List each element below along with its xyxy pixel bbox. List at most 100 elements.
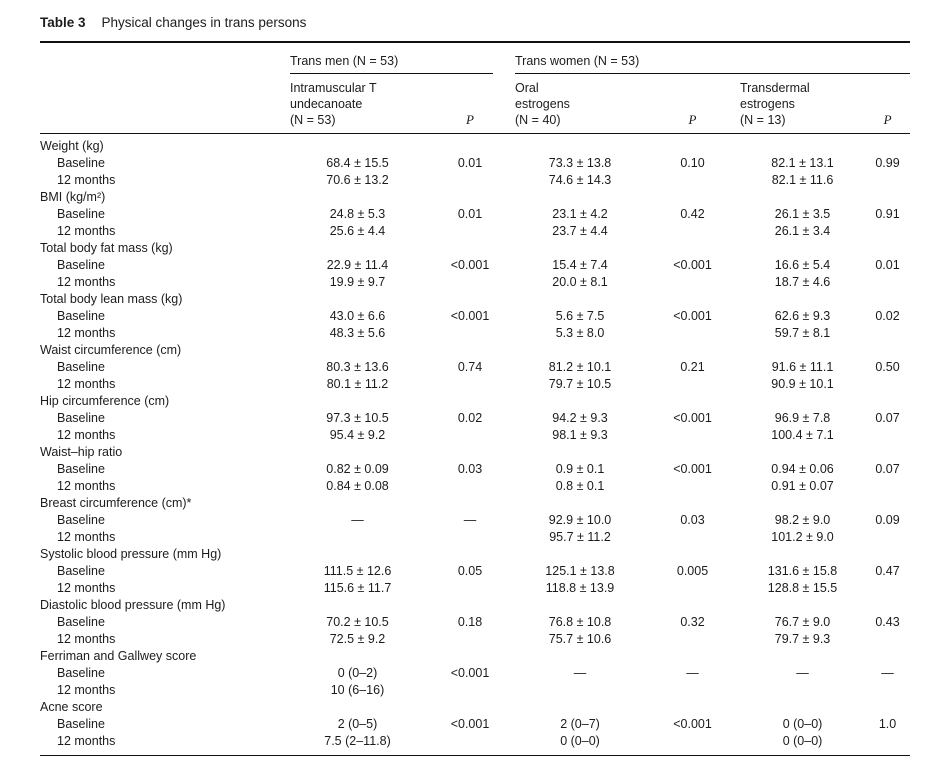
p-value-cell bbox=[645, 223, 740, 240]
value-cell: 97.3 ± 10.5 bbox=[326, 411, 389, 425]
row-label: 12 months bbox=[57, 275, 116, 289]
value-cell: 111.5 ± 12.6 bbox=[323, 564, 392, 578]
p-value-cell: 0.01 bbox=[875, 258, 900, 272]
row-label: 12 months bbox=[57, 479, 116, 493]
value-cell: 131.6 ± 15.8 bbox=[767, 564, 838, 578]
p-value-cell: <0.001 bbox=[673, 258, 712, 272]
row-label: 12 months bbox=[57, 428, 116, 442]
value-cell: 74.6 ± 14.3 bbox=[548, 173, 612, 187]
p-value-cell bbox=[645, 631, 740, 648]
value-cell: 128.8 ± 15.5 bbox=[767, 581, 838, 595]
value-cell: 0.9 ± 0.1 bbox=[555, 462, 605, 476]
col-header-line: Intramuscular T bbox=[290, 81, 377, 95]
col-header-line: P bbox=[883, 112, 892, 127]
p-value-cell: 0.03 bbox=[680, 513, 705, 527]
section-label: Weight (kg) bbox=[40, 139, 104, 153]
data-row: 12 months 10 (6–16) bbox=[40, 682, 910, 699]
value-cell: 75.7 ± 10.6 bbox=[548, 632, 612, 646]
value-cell: 76.7 ± 9.0 bbox=[774, 615, 831, 629]
value-cell: 25.6 ± 4.4 bbox=[329, 224, 386, 238]
data-row: Baseline 24.8 ± 5.3 0.01 23.1 ± 4.2 0.42 26.1… bbox=[40, 206, 910, 223]
value-cell: 0.94 ± 0.06 bbox=[771, 462, 834, 476]
value-cell: 79.7 ± 10.5 bbox=[548, 377, 612, 391]
row-label: 12 months bbox=[57, 683, 116, 697]
data-row: Baseline 80.3 ± 13.6 0.74 81.2 ± 10.1 0.21 91… bbox=[40, 359, 910, 376]
section-label: Total body fat mass (kg) bbox=[40, 241, 173, 255]
row-label: 12 months bbox=[57, 377, 116, 391]
value-cell: — bbox=[351, 513, 364, 527]
p-value-cell: — bbox=[881, 666, 894, 680]
p-value-cell: 0.09 bbox=[875, 513, 900, 527]
value-cell: 118.8 ± 13.9 bbox=[545, 581, 615, 595]
p-value-cell bbox=[645, 478, 740, 495]
row-label: Baseline bbox=[57, 156, 105, 170]
p-value-cell: 0.07 bbox=[875, 462, 900, 476]
p-value-cell: 0.42 bbox=[680, 207, 705, 221]
value-cell: 15.4 ± 7.4 bbox=[552, 258, 608, 272]
p-value-cell: 0.07 bbox=[875, 411, 900, 425]
p-value-cell: 0.005 bbox=[676, 564, 709, 578]
row-label: Baseline bbox=[57, 717, 105, 731]
p-value-cell bbox=[645, 733, 740, 756]
section-row: Waist–hip ratio bbox=[40, 444, 910, 461]
value-cell: 92.9 ± 10.0 bbox=[548, 513, 612, 527]
data-row: 12 months 0.84 ± 0.08 0.8 ± 0.1 0.91 ± 0.07 bbox=[40, 478, 910, 495]
row-label: Baseline bbox=[57, 309, 105, 323]
col-header-line: (N = 53) bbox=[290, 113, 336, 127]
p-value-cell bbox=[865, 172, 910, 189]
value-cell: 18.7 ± 4.6 bbox=[774, 275, 831, 289]
physical-changes-table: Trans men (N = 53) Trans women (N = 53) … bbox=[40, 43, 911, 756]
p-value-cell bbox=[645, 376, 740, 393]
section-row: Diastolic blood pressure (mm Hg) bbox=[40, 597, 910, 614]
p-value-cell: <0.001 bbox=[673, 717, 712, 731]
col-header-p-transdermal: P bbox=[865, 74, 911, 134]
section-row: Waist circumference (cm) bbox=[40, 342, 910, 359]
data-row: 12 months 48.3 ± 5.6 5.3 ± 8.0 59.7 ± 8.1 bbox=[40, 325, 910, 342]
section-label: Waist–hip ratio bbox=[40, 445, 123, 459]
col-header-line: undecanoate bbox=[290, 97, 363, 111]
p-value-cell: <0.001 bbox=[673, 411, 712, 425]
data-row: Baseline 111.5 ± 12.6 0.05 125.1 ± 13.8 0.00… bbox=[40, 563, 910, 580]
value-cell: 115.6 ± 11.7 bbox=[323, 581, 392, 595]
section-label: Breast circumference (cm)* bbox=[40, 496, 192, 510]
section-row: BMI (kg/m²) bbox=[40, 189, 910, 206]
value-cell: 7.5 (2–11.8) bbox=[324, 734, 391, 748]
value-cell: 0.91 ± 0.07 bbox=[771, 479, 834, 493]
p-value-cell: 0.47 bbox=[875, 564, 900, 578]
p-value-cell bbox=[425, 274, 515, 291]
value-cell: 80.3 ± 13.6 bbox=[326, 360, 389, 374]
value-cell: 16.6 ± 5.4 bbox=[774, 258, 831, 272]
row-label: Baseline bbox=[57, 513, 105, 527]
p-value-cell bbox=[425, 733, 515, 756]
p-value-cell bbox=[425, 529, 515, 546]
section-label: Systolic blood pressure (mm Hg) bbox=[40, 547, 222, 561]
row-label: 12 months bbox=[57, 326, 116, 340]
row-label: Baseline bbox=[57, 207, 105, 221]
value-cell: 70.6 ± 13.2 bbox=[326, 173, 389, 187]
value-cell: 0.84 ± 0.08 bbox=[326, 479, 389, 493]
p-value-cell bbox=[425, 223, 515, 240]
data-row: 12 months 95.7 ± 11.2 101.2 ± 9.0 bbox=[40, 529, 910, 546]
row-label: Baseline bbox=[57, 360, 105, 374]
p-value-cell bbox=[425, 580, 515, 597]
section-label: BMI (kg/m²) bbox=[40, 190, 106, 204]
p-value-cell: <0.001 bbox=[673, 462, 712, 476]
p-value-cell bbox=[645, 274, 740, 291]
p-value-cell: 0.01 bbox=[457, 207, 483, 221]
row-label: Baseline bbox=[57, 258, 105, 272]
p-value-cell: — bbox=[686, 666, 699, 680]
section-label: Ferriman and Gallwey score bbox=[40, 649, 197, 663]
table-caption-text: Physical changes in trans persons bbox=[101, 15, 307, 30]
p-value-cell bbox=[645, 580, 740, 597]
p-value-cell: 0.02 bbox=[457, 411, 483, 425]
p-value-cell bbox=[645, 682, 740, 699]
row-label: Baseline bbox=[57, 564, 105, 578]
p-value-cell: 0.01 bbox=[457, 156, 483, 170]
row-label: 12 months bbox=[57, 224, 116, 238]
value-cell: 20.0 ± 8.1 bbox=[552, 275, 608, 289]
value-cell bbox=[515, 682, 645, 699]
row-label: 12 months bbox=[57, 734, 116, 748]
group-trans-men: Trans men (N = 53) bbox=[290, 43, 515, 74]
p-value-cell bbox=[865, 376, 910, 393]
value-cell: 82.1 ± 13.1 bbox=[771, 156, 834, 170]
